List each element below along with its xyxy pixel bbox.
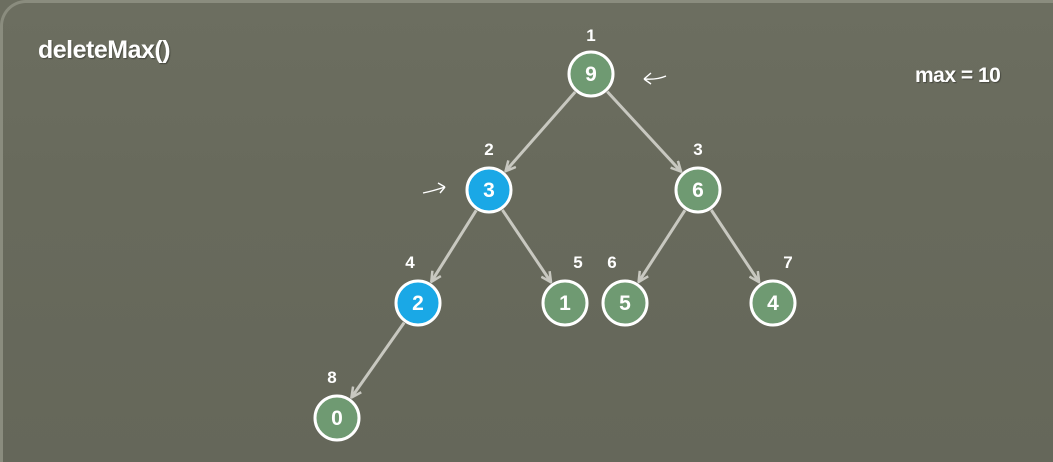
heap-node-circle — [313, 394, 361, 442]
heap-edge-1-3 — [606, 90, 680, 171]
heap-node-4: 24 — [394, 253, 442, 327]
heap-node-value: 5 — [619, 292, 631, 315]
heap-node-value: 2 — [412, 292, 424, 315]
page-title: deleteMax() — [38, 36, 171, 64]
heap-node-circle — [567, 50, 615, 98]
heap-node-index-label: 1 — [586, 26, 595, 45]
heap-node-circle — [749, 279, 797, 327]
heap-node-value: 6 — [692, 179, 704, 202]
heap-node-circle — [601, 279, 649, 327]
heap-node-value: 3 — [483, 179, 495, 202]
heap-edge-3-6 — [639, 209, 687, 281]
heap-node-index-label: 5 — [573, 253, 582, 272]
heap-node-index-label: 8 — [327, 368, 336, 387]
heap-edge-1-2 — [506, 91, 577, 170]
heap-node-index-label: 6 — [607, 253, 616, 272]
heap-node-value: 0 — [331, 407, 343, 430]
heap-edge-2-5 — [501, 209, 550, 282]
heap-node-index-label: 7 — [783, 253, 792, 272]
heap-node-8: 08 — [313, 368, 361, 442]
max-value-label: max = 10 — [915, 64, 1001, 87]
heap-node-value: 9 — [585, 63, 597, 86]
heap-node-6: 56 — [601, 253, 649, 327]
pointer-arrow-root — [643, 72, 667, 85]
heap-node-1: 91 — [567, 26, 615, 98]
heap-node-circle — [394, 279, 442, 327]
heap-node-index-label: 4 — [405, 253, 415, 272]
heap-edge-3-7 — [710, 209, 758, 281]
heap-node-index-label: 3 — [693, 140, 702, 159]
heap-node-circle — [541, 279, 589, 327]
heap-node-index-label: 2 — [484, 140, 493, 159]
heap-node-value: 1 — [559, 292, 571, 315]
heap-node-3: 63 — [674, 140, 722, 214]
heap-node-2: 32 — [465, 140, 513, 214]
heap-edge-4-8 — [352, 321, 406, 397]
heap-node-circle — [674, 166, 722, 214]
heap-edge-2-4 — [432, 209, 478, 281]
pointer-arrow-node2 — [422, 182, 446, 194]
heap-node-5: 15 — [541, 253, 589, 327]
heap-node-7: 47 — [749, 253, 797, 327]
heap-node-circle — [465, 166, 513, 214]
heap-node-value: 4 — [767, 292, 779, 315]
